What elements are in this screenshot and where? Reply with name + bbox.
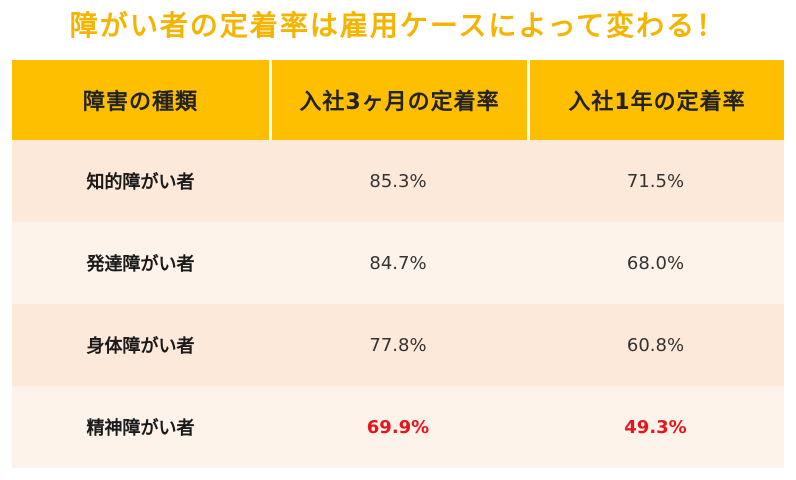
header-three-month-rate: 入社3ヶ月の定着率 (269, 60, 527, 140)
disability-type-cell: 身体障がい者 (86, 336, 195, 357)
table-row: 身体障がい者 77.8% 60.8% (12, 304, 784, 386)
disability-type-cell: 精神障がい者 (86, 418, 195, 439)
table-row: 発達障がい者 84.7% 68.0% (12, 222, 784, 304)
retention-table: 障害の種類 入社3ヶ月の定着率 入社1年の定着率 知的障がい者 85.3% 71… (12, 60, 784, 468)
three-month-rate-cell: 84.7% (369, 252, 427, 274)
disability-type-cell: 発達障がい者 (86, 254, 195, 275)
table-header-row: 障害の種類 入社3ヶ月の定着率 入社1年の定着率 (12, 60, 784, 140)
one-year-rate-cell: 71.5% (626, 170, 685, 192)
one-year-rate-cell: 60.8% (626, 334, 685, 356)
header-one-year-rate: 入社1年の定着率 (527, 60, 784, 140)
disability-type-cell: 知的障がい者 (86, 172, 195, 193)
table-row: 知的障がい者 85.3% 71.5% (12, 140, 784, 222)
table-row: 精神障がい者 69.9% 49.3% (12, 386, 784, 468)
one-year-rate-cell: 68.0% (626, 252, 685, 274)
one-year-rate-cell-highlight: 49.3% (624, 416, 687, 438)
three-month-rate-cell-highlight: 69.9% (366, 416, 430, 438)
page-title: 障がい者の定着率は雇用ケースによって変わる！ (69, 9, 727, 42)
header-disability-type: 障害の種類 (12, 60, 269, 140)
three-month-rate-cell: 85.3% (369, 170, 427, 192)
three-month-rate-cell: 77.8% (369, 334, 427, 356)
